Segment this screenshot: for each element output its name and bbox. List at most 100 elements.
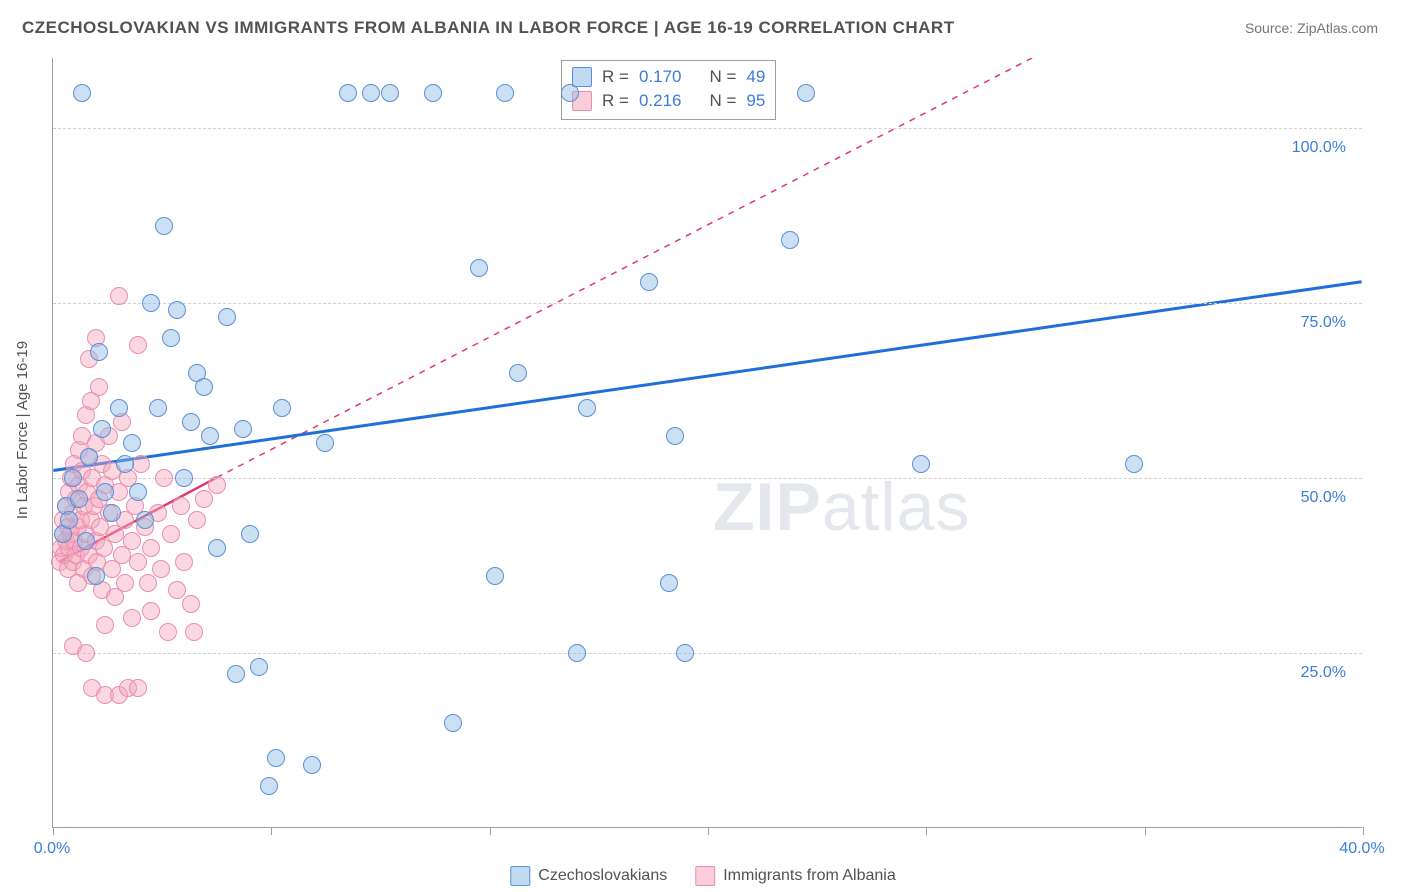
scatter-point-b [77, 644, 95, 662]
chart-title: CZECHOSLOVAKIAN VS IMMIGRANTS FROM ALBAN… [22, 18, 955, 38]
scatter-point-a [1125, 455, 1143, 473]
y-axis-label: In Labor Force | Age 16-19 [14, 341, 31, 519]
scatter-point-b [142, 539, 160, 557]
scatter-point-a [155, 217, 173, 235]
series-legend: Czechoslovakians Immigrants from Albania [510, 866, 895, 886]
scatter-point-a [234, 420, 252, 438]
stats-row-b: R = 0.216 N = 95 [572, 89, 765, 113]
scatter-point-a [103, 504, 121, 522]
scatter-point-b [155, 469, 173, 487]
scatter-point-b [182, 595, 200, 613]
scatter-point-a [136, 511, 154, 529]
y-tick-label: 25.0% [1301, 664, 1346, 682]
swatch-a-icon [572, 67, 592, 87]
gridline-h [53, 128, 1362, 129]
y-tick-label: 50.0% [1301, 489, 1346, 507]
scatter-point-a [303, 756, 321, 774]
scatter-point-a [273, 399, 291, 417]
legend-item-a: Czechoslovakians [510, 866, 667, 886]
scatter-point-a [110, 399, 128, 417]
gridline-h [53, 478, 1362, 479]
source-label: Source: [1245, 20, 1293, 36]
scatter-point-b [175, 553, 193, 571]
r-label: R = [602, 91, 629, 111]
scatter-point-a [208, 539, 226, 557]
scatter-point-a [129, 483, 147, 501]
scatter-point-b [188, 511, 206, 529]
trend-line [217, 58, 1100, 477]
scatter-point-a [73, 84, 91, 102]
scatter-point-a [797, 84, 815, 102]
scatter-point-a [424, 84, 442, 102]
source-name: ZipAtlas.com [1297, 20, 1378, 36]
swatch-a-icon [510, 866, 530, 886]
scatter-point-a [60, 511, 78, 529]
legend-item-b: Immigrants from Albania [695, 866, 896, 886]
scatter-point-a [640, 273, 658, 291]
scatter-point-a [64, 469, 82, 487]
scatter-point-a [168, 301, 186, 319]
scatter-point-a [162, 329, 180, 347]
scatter-point-a [260, 777, 278, 795]
scatter-point-a [470, 259, 488, 277]
gridline-h [53, 303, 1362, 304]
scatter-point-a [90, 343, 108, 361]
scatter-point-a [666, 427, 684, 445]
y-tick-label: 100.0% [1292, 139, 1346, 157]
scatter-point-b [172, 497, 190, 515]
scatter-point-a [182, 413, 200, 431]
watermark: ZIPatlas [713, 468, 970, 546]
scatter-point-a [362, 84, 380, 102]
watermark-rest: atlas [822, 469, 971, 545]
x-tick [271, 827, 272, 835]
scatter-point-a [561, 84, 579, 102]
scatter-point-a [660, 574, 678, 592]
scatter-point-b [162, 525, 180, 543]
trend-line [53, 282, 1361, 471]
scatter-point-a [486, 567, 504, 585]
x-tick [490, 827, 491, 835]
scatter-point-b [90, 378, 108, 396]
scatter-point-b [129, 679, 147, 697]
y-tick-label: 75.0% [1301, 314, 1346, 332]
scatter-point-b [139, 574, 157, 592]
scatter-point-a [201, 427, 219, 445]
scatter-point-a [93, 420, 111, 438]
x-tick-label: 40.0% [1339, 840, 1384, 858]
trend-lines-layer [53, 58, 1362, 827]
r-value: 0.216 [639, 91, 682, 111]
scatter-point-a [123, 434, 141, 452]
scatter-point-a [77, 532, 95, 550]
scatter-point-a [149, 399, 167, 417]
n-value: 95 [746, 91, 765, 111]
scatter-point-a [496, 84, 514, 102]
scatter-point-a [912, 455, 930, 473]
scatter-point-a [227, 665, 245, 683]
scatter-point-a [444, 714, 462, 732]
x-tick [1363, 827, 1364, 835]
plot-area: R = 0.170 N = 49 R = 0.216 N = 95 ZIPatl… [52, 58, 1362, 828]
scatter-point-b [96, 616, 114, 634]
scatter-point-a [241, 525, 259, 543]
swatch-b-icon [695, 866, 715, 886]
scatter-point-b [185, 623, 203, 641]
gridline-h [53, 653, 1362, 654]
stats-row-a: R = 0.170 N = 49 [572, 65, 765, 89]
scatter-point-b [129, 553, 147, 571]
scatter-point-a [568, 644, 586, 662]
x-tick [1145, 827, 1146, 835]
scatter-point-a [218, 308, 236, 326]
n-value: 49 [746, 67, 765, 87]
scatter-point-b [152, 560, 170, 578]
scatter-point-b [110, 287, 128, 305]
scatter-point-b [129, 336, 147, 354]
scatter-point-a [316, 434, 334, 452]
scatter-point-a [70, 490, 88, 508]
scatter-point-a [267, 749, 285, 767]
scatter-point-b [123, 532, 141, 550]
source-attribution: Source: ZipAtlas.com [1245, 20, 1378, 36]
scatter-point-a [381, 84, 399, 102]
watermark-bold: ZIP [713, 469, 822, 545]
scatter-point-a [250, 658, 268, 676]
scatter-point-a [96, 483, 114, 501]
